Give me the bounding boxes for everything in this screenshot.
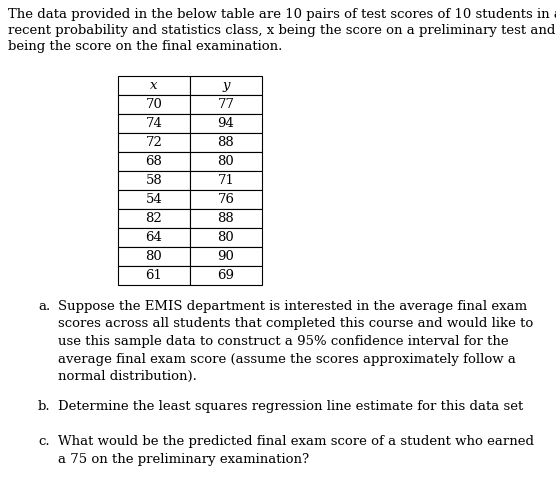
Text: 74: 74 xyxy=(146,117,162,130)
Text: 72: 72 xyxy=(146,136,162,149)
Text: 88: 88 xyxy=(217,136,235,149)
Bar xyxy=(190,190,262,209)
Bar xyxy=(118,228,190,247)
Bar xyxy=(190,152,262,171)
Bar xyxy=(118,190,190,209)
Bar xyxy=(118,76,190,95)
Bar xyxy=(118,247,190,266)
Bar xyxy=(118,114,190,133)
Bar xyxy=(190,95,262,114)
Text: 94: 94 xyxy=(217,117,235,130)
Bar xyxy=(118,266,190,285)
Text: What would be the predicted final exam score of a student who earned
a 75 on the: What would be the predicted final exam s… xyxy=(58,435,534,466)
Text: b.: b. xyxy=(38,400,51,413)
Text: 71: 71 xyxy=(217,174,235,187)
Bar xyxy=(118,171,190,190)
Text: 54: 54 xyxy=(146,193,162,206)
Text: 82: 82 xyxy=(146,212,162,225)
Text: y: y xyxy=(222,79,230,92)
Text: 64: 64 xyxy=(146,231,162,244)
Bar xyxy=(190,114,262,133)
Bar xyxy=(190,247,262,266)
Text: 80: 80 xyxy=(217,231,235,244)
Text: 70: 70 xyxy=(146,98,162,111)
Text: c.: c. xyxy=(38,435,49,448)
Text: 68: 68 xyxy=(146,155,162,168)
Bar xyxy=(190,266,262,285)
Text: 80: 80 xyxy=(146,250,162,263)
Bar xyxy=(118,152,190,171)
Text: 90: 90 xyxy=(217,250,235,263)
Text: 76: 76 xyxy=(217,193,235,206)
Bar xyxy=(190,133,262,152)
Text: 58: 58 xyxy=(146,174,162,187)
Text: 88: 88 xyxy=(217,212,235,225)
Text: 77: 77 xyxy=(217,98,235,111)
Text: Suppose the EMIS department is interested in the average final exam
scores acros: Suppose the EMIS department is intereste… xyxy=(58,300,533,383)
Bar xyxy=(190,171,262,190)
Text: 69: 69 xyxy=(217,269,235,282)
Bar xyxy=(118,209,190,228)
Bar xyxy=(190,76,262,95)
Bar xyxy=(118,133,190,152)
Text: 61: 61 xyxy=(146,269,162,282)
Bar xyxy=(118,95,190,114)
Text: The data provided in the below table are 10 pairs of test scores of 10 students : The data provided in the below table are… xyxy=(8,8,556,21)
Text: being the score on the final examination.: being the score on the final examination… xyxy=(8,40,282,53)
Bar xyxy=(190,228,262,247)
Text: a.: a. xyxy=(38,300,50,313)
Text: recent probability and statistics class, x being the score on a preliminary test: recent probability and statistics class,… xyxy=(8,24,556,37)
Bar xyxy=(190,209,262,228)
Text: 80: 80 xyxy=(217,155,235,168)
Text: x: x xyxy=(150,79,158,92)
Text: Determine the least squares regression line estimate for this data set: Determine the least squares regression l… xyxy=(58,400,523,413)
